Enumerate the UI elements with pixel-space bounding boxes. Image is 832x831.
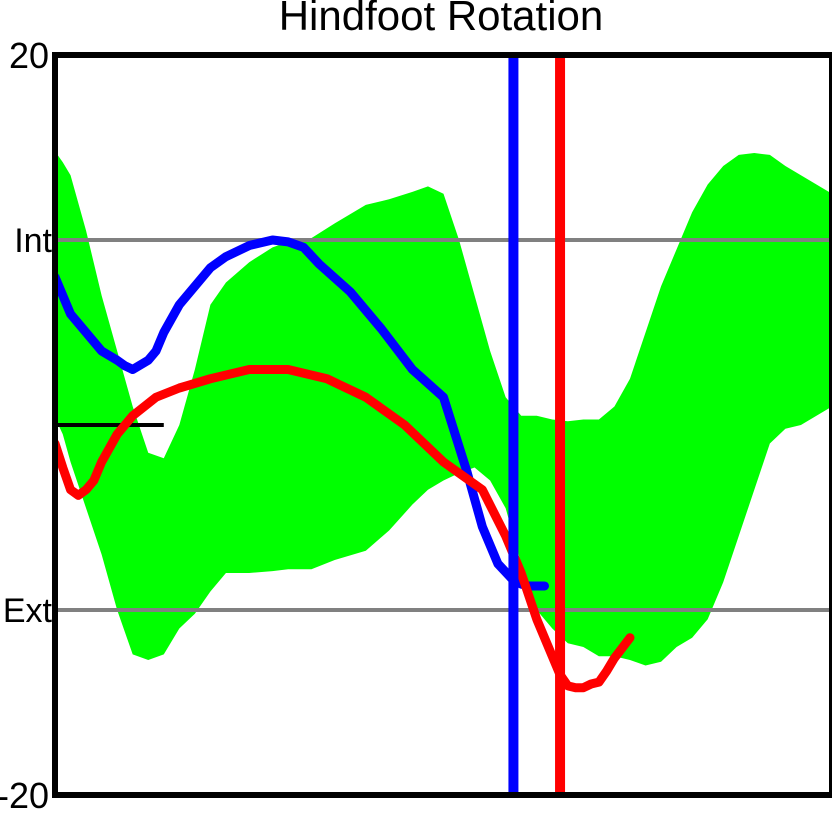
reference-lines-layer [55,238,832,612]
series-layer [55,235,635,693]
direction-label-ext: Ext [3,592,53,630]
event-lines-layer [508,55,566,795]
axis-labels-layer: 20 -20 Int Ext [0,35,53,816]
plot-frame [52,52,832,798]
chart-title: Hindfoot Rotation [279,0,604,39]
y-tick-label-1: 20 [9,35,49,76]
series-line-2 [55,365,635,693]
y-tick-label-2: -20 [0,775,49,816]
direction-label-int: Int [14,222,52,260]
series-line-1 [55,235,550,591]
